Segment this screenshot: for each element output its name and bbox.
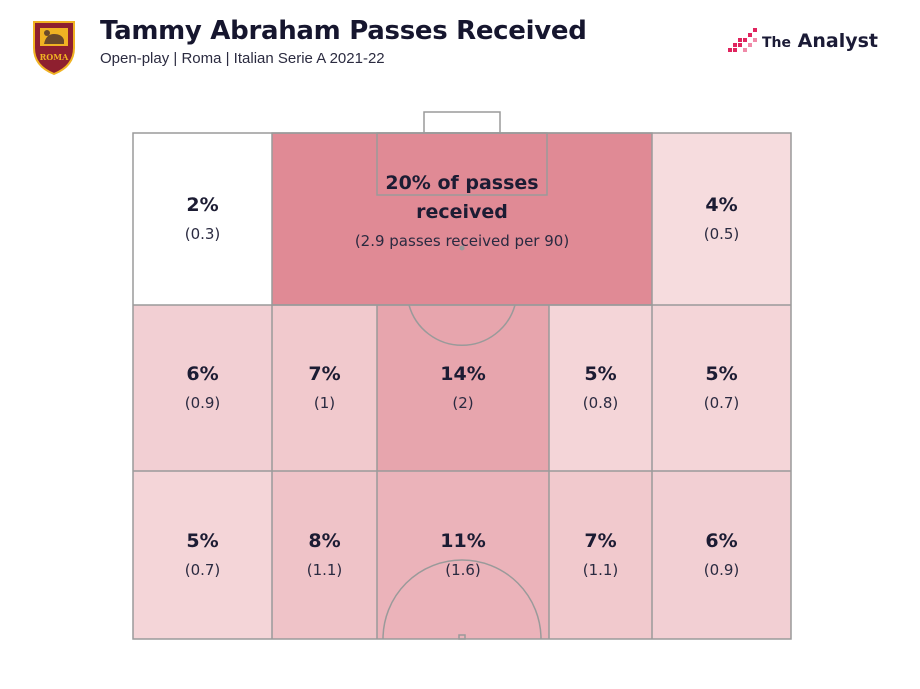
zone-pct-label-low-5: 6% xyxy=(705,530,737,552)
zone-per90-label-low-3: (1.6) xyxy=(445,561,481,579)
zone-per90-label-top-centre: (2.9 passes received per 90) xyxy=(355,232,569,250)
zone-per90-label-mid-2: (1) xyxy=(314,394,335,412)
heatmap-zone-low-2 xyxy=(272,471,377,639)
six-yard-box xyxy=(376,132,548,196)
chart-title: Tammy Abraham Passes Received xyxy=(100,16,587,46)
zone-pct-label-low-4: 7% xyxy=(584,530,616,552)
heatmap-zone-low-1 xyxy=(133,471,272,639)
heatmap-zone-top-left xyxy=(133,133,272,305)
chart-subtitle: Open-play | Roma | Italian Serie A 2021-… xyxy=(100,50,385,67)
brand-the: The xyxy=(762,35,792,51)
zone-pct-label-low-3: 11% xyxy=(440,530,485,552)
zone-pct-label-top-left: 2% xyxy=(186,194,218,216)
heatmap-zone-mid-3 xyxy=(377,305,549,471)
the-analyst-logo-icon xyxy=(728,28,757,52)
heatmap-zone-low-3 xyxy=(377,471,549,639)
zone-pct-label-mid-2: 7% xyxy=(308,363,340,385)
heatmap-zone-mid-2 xyxy=(272,305,377,471)
zone-per90-label-low-2: (1.1) xyxy=(307,561,343,579)
heatmap-zone-top-right xyxy=(652,133,791,305)
the-analyst-brand: The Analyst xyxy=(728,28,888,58)
goal xyxy=(423,111,501,134)
zone-per90-label-low-5: (0.9) xyxy=(704,561,740,579)
roma-crest-icon: ROMA xyxy=(33,21,75,76)
zone-per90-label-mid-4: (0.8) xyxy=(583,394,619,412)
centre-circle-arc xyxy=(382,559,542,640)
penalty-arc xyxy=(408,304,516,347)
heatmap-zone-mid-5 xyxy=(652,305,791,471)
centre-spot xyxy=(458,634,466,640)
zone-pct-label-low-1: 5% xyxy=(186,530,218,552)
crest-text: ROMA xyxy=(40,52,69,62)
penalty-spot xyxy=(459,245,465,251)
brand-name: Analyst xyxy=(797,30,878,52)
zone-pct-label-mid-1: 6% xyxy=(186,363,218,385)
zone-pct-label-mid-3: 14% xyxy=(440,363,485,385)
zone-per90-label-mid-1: (0.9) xyxy=(185,394,221,412)
heatmap-zone-low-4 xyxy=(549,471,652,639)
zone-per90-label-mid-5: (0.7) xyxy=(704,394,740,412)
heatmap-zone-mid-4 xyxy=(549,305,652,471)
zone-per90-label-low-1: (0.7) xyxy=(185,561,221,579)
heatmap-zone-mid-1 xyxy=(133,305,272,471)
zone-pct-label-low-2: 8% xyxy=(308,530,340,552)
zone-per90-label-low-4: (1.1) xyxy=(583,561,619,579)
zone-pct-label-top-right: 4% xyxy=(705,194,737,216)
heatmap-zone-low-5 xyxy=(652,471,791,639)
zone-pct-label2-top-centre: received xyxy=(416,201,508,223)
zone-pct-label-top-centre: 20% of passes xyxy=(385,172,538,194)
zone-pct-label-mid-4: 5% xyxy=(584,363,616,385)
zone-pct-label-mid-5: 5% xyxy=(705,363,737,385)
zone-per90-label-top-right: (0.5) xyxy=(704,225,740,243)
heatmap-zone-top-centre xyxy=(272,133,652,305)
zone-per90-label-top-left: (0.3) xyxy=(185,225,221,243)
zone-per90-label-mid-3: (2) xyxy=(452,394,473,412)
